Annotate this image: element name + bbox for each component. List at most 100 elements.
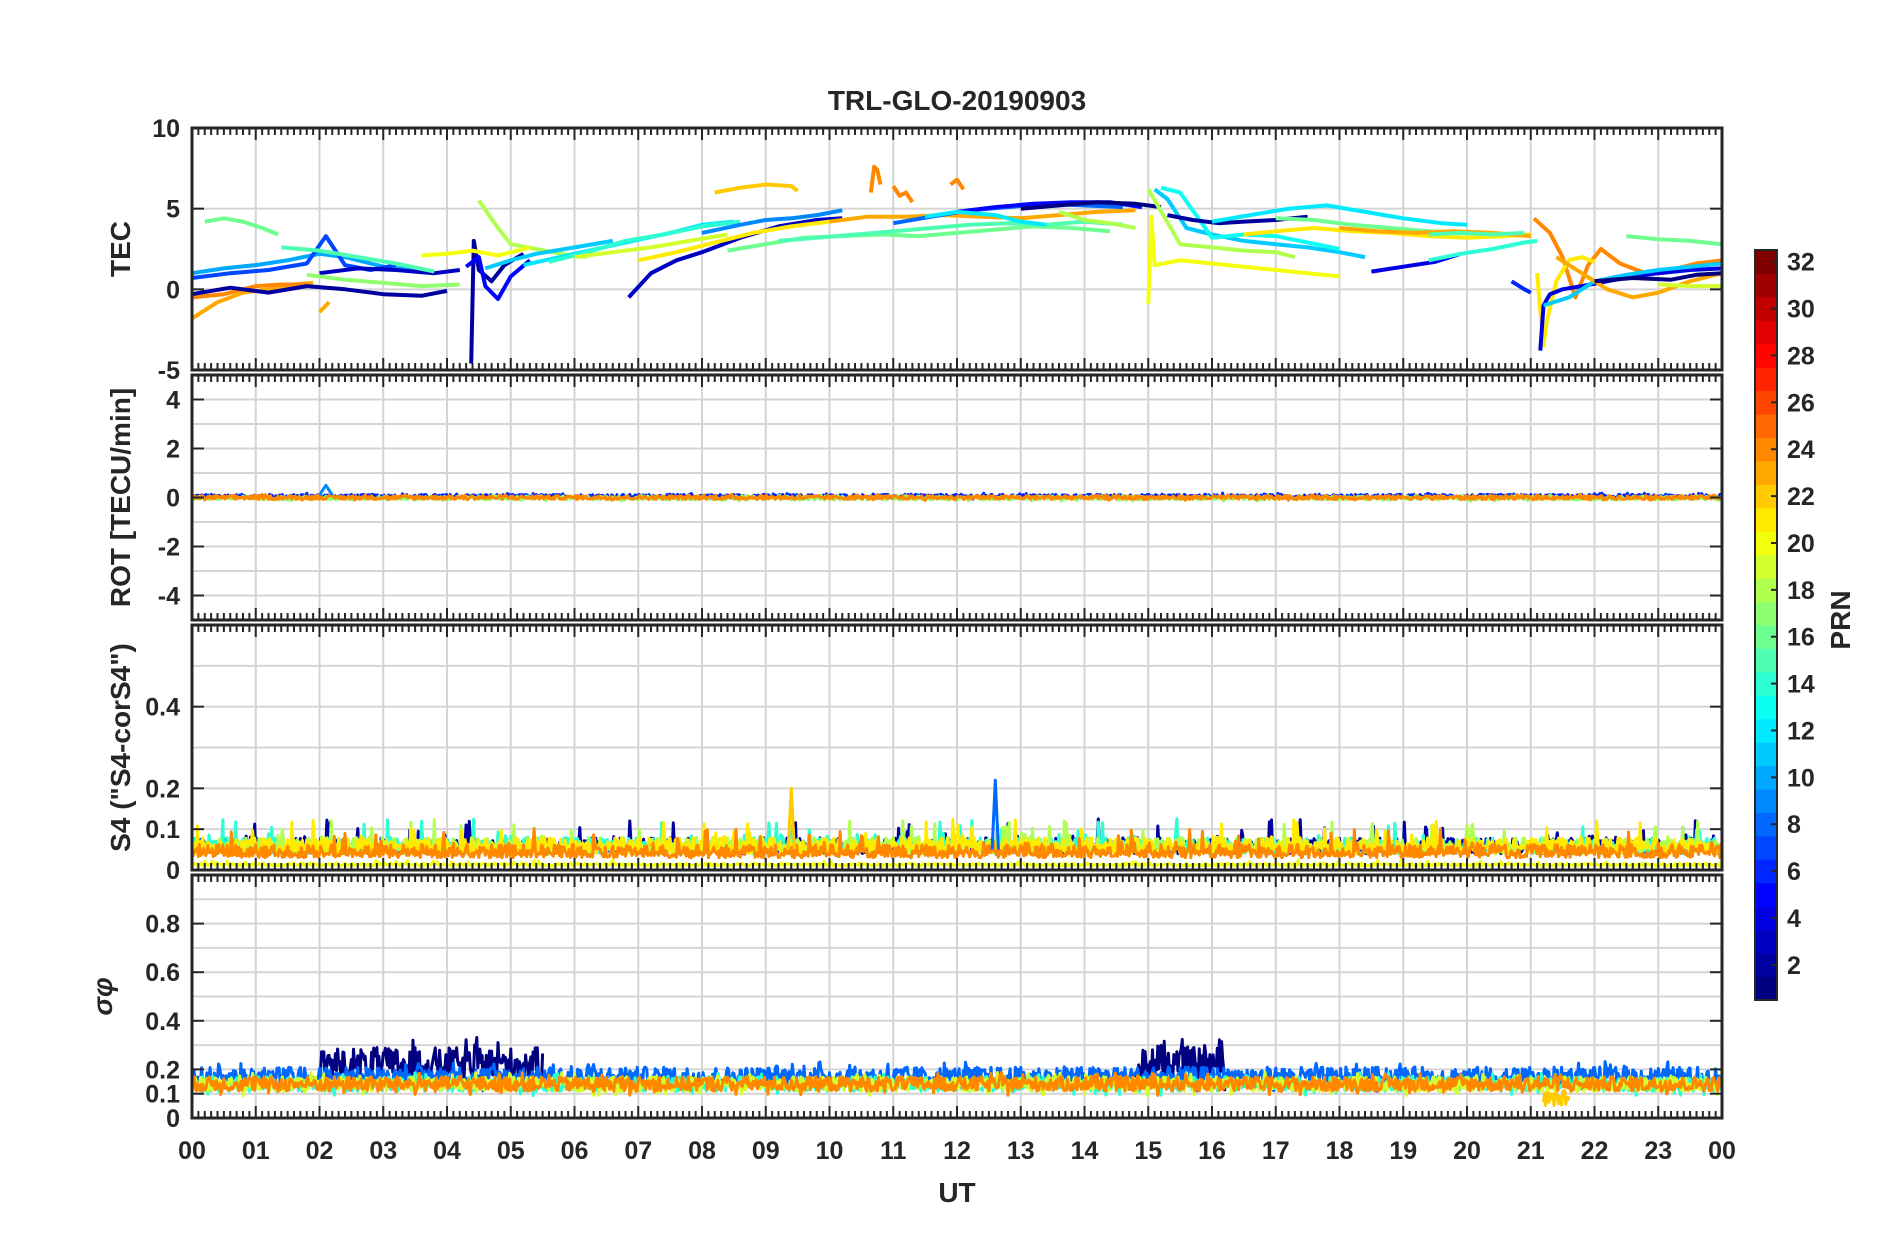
x-tick-label: 19 [1389, 1137, 1417, 1165]
x-tick-label: 02 [306, 1137, 334, 1165]
x-axis-label: UT [938, 1177, 975, 1208]
x-tick-label: 06 [561, 1137, 589, 1165]
x-tick-label: 04 [433, 1137, 461, 1165]
colorbar-swatch-8 [1755, 812, 1777, 837]
panel-tec: -5 0 5 10 TEC [105, 115, 1724, 385]
panel-rot-ytick-label: 4 [166, 387, 180, 415]
panel-tec-series-prn16 [1626, 234, 1722, 247]
colorbar-tick-label: 12 [1787, 717, 1815, 745]
panel-sigma_phi-series [192, 1036, 1722, 1107]
panel-rot-series-prn24 [192, 492, 1722, 502]
panel-tec-series-prn12 [1211, 203, 1468, 227]
panel-rot-ytick-label: 2 [166, 436, 180, 464]
x-tick-label: 16 [1198, 1137, 1226, 1165]
colorbar-swatch-20 [1755, 531, 1777, 556]
panel-s4-ytick-label: 0 [166, 857, 180, 885]
panel-tec-series [192, 164, 1722, 364]
x-tick-label: 00 [178, 1137, 206, 1165]
panel-tec-series-prn14 [548, 219, 741, 264]
panel-tec-series-prn22 [714, 182, 799, 195]
panel-sigma_phi-series-prn1 [1134, 1037, 1227, 1092]
x-tick-label: 15 [1134, 1137, 1162, 1165]
panel-sigma_phi-series-prn24 [192, 1070, 1722, 1097]
colorbar-frame [1754, 249, 1778, 1001]
panel-tec-series-prn12 [924, 209, 1047, 227]
panel-tec-ylabel: TEC [105, 221, 136, 277]
panel-tec-ytick-label: 5 [166, 196, 180, 224]
panel-tec-ytick-label: 10 [152, 115, 180, 143]
panel-tec-series-prn16 [204, 216, 279, 237]
colorbar-swatch-17 [1755, 601, 1777, 626]
panel-s4-series-prn22 [786, 786, 796, 850]
panel-tec-series-prn24 [949, 177, 966, 191]
x-tick-label: 12 [943, 1137, 971, 1165]
colorbar-swatch-22 [1755, 484, 1777, 509]
panel-sigma_phi-series-prn22 [1542, 1089, 1571, 1107]
panel-tec-ytick-label: -5 [158, 357, 180, 385]
colorbar-tick-label: 10 [1787, 764, 1815, 792]
colorbar-swatch-19 [1755, 554, 1777, 579]
colorbar-swatch-5 [1755, 882, 1777, 907]
panel-tec-series-prn4 [1538, 266, 1722, 351]
panel-rot-ytick-label: 0 [166, 485, 180, 513]
x-tick-label: 20 [1453, 1137, 1481, 1165]
colorbar-swatch-18 [1755, 578, 1777, 603]
panel-tec-series-prn11 [484, 238, 614, 271]
colorbar-tick-label: 18 [1787, 577, 1815, 605]
panel-tec-series-prn18 [1146, 188, 1296, 260]
colorbar-swatch-7 [1755, 835, 1777, 860]
panel-sigma_phi-ytick-label: 0.8 [145, 911, 180, 939]
colorbar-swatch-29 [1755, 320, 1777, 345]
colorbar-tick-label: 28 [1787, 342, 1815, 370]
panel-rot-series-prn9 [318, 483, 334, 496]
x-tick-label: 18 [1326, 1137, 1354, 1165]
colorbar-tick-label: 2 [1787, 952, 1801, 980]
panel-sigma_phi-ytick-label: 0 [166, 1105, 180, 1133]
colorbar-tick-label: 16 [1787, 624, 1815, 652]
panel-tec-series-prn24 [891, 185, 915, 204]
colorbar-swatch-2 [1755, 953, 1777, 978]
colorbar-swatch-25 [1755, 414, 1777, 438]
x-tick-label: 01 [242, 1137, 270, 1165]
x-tick-label: 00 [1708, 1137, 1736, 1165]
panel-s4-series-prn8 [990, 778, 1000, 850]
panel-s4: 0 0.1 0.2 0.4 S4 ("S4-corS4") [105, 623, 1724, 885]
colorbar-swatch-13 [1755, 695, 1777, 720]
panel-tec-series-prn23 [829, 208, 1136, 224]
colorbar-swatch-16 [1755, 625, 1777, 649]
colorbar-swatch-4 [1755, 906, 1777, 931]
panel-tec-series-prn5 [464, 255, 532, 301]
panel-tec-series-prn2 [192, 284, 448, 298]
colorbar-swatch-6 [1755, 859, 1777, 884]
panel-tec-ytick-label: 0 [166, 276, 180, 304]
colorbar-swatch-26 [1755, 390, 1777, 415]
panel-tec-series-prn19 [1658, 282, 1722, 289]
colorbar-swatch-10 [1755, 765, 1777, 790]
panel-tec-series-prn24 [192, 282, 307, 300]
x-tick-label: 23 [1644, 1137, 1672, 1165]
panel-tec-series-prn23 [1555, 255, 1722, 300]
panel-tec-series-prn19 [574, 232, 728, 260]
x-tick-label: 09 [752, 1137, 780, 1165]
panel-tec-series-prn21 [637, 219, 830, 263]
colorbar-tick-label: 22 [1787, 483, 1815, 511]
panel-tec-series-prn23 [318, 300, 331, 314]
panel-tec-series-prn11 [1153, 187, 1366, 260]
colorbar-tick-label: 14 [1787, 671, 1815, 699]
x-tick-label: 03 [369, 1137, 397, 1165]
colorbar-tick-label: 4 [1787, 905, 1801, 933]
colorbar-tick-label: 8 [1787, 811, 1801, 839]
colorbar-swatch-21 [1755, 507, 1777, 532]
colorbar-swatch-12 [1755, 718, 1777, 743]
x-tick-label: 07 [624, 1137, 652, 1165]
panel-tec-series-prn20 [1146, 214, 1340, 304]
colorbar-tick-label: 6 [1787, 858, 1801, 886]
colorbar-swatch-9 [1755, 789, 1777, 813]
panel-rot-series [192, 483, 1722, 503]
panel-sigma_phi-ytick-label: 0.6 [145, 959, 180, 987]
chart-title: TRL-GLO-20190903 [828, 85, 1086, 116]
panel-tec-series-prn15 [281, 245, 435, 274]
colorbar-tick-label: 30 [1787, 296, 1815, 324]
